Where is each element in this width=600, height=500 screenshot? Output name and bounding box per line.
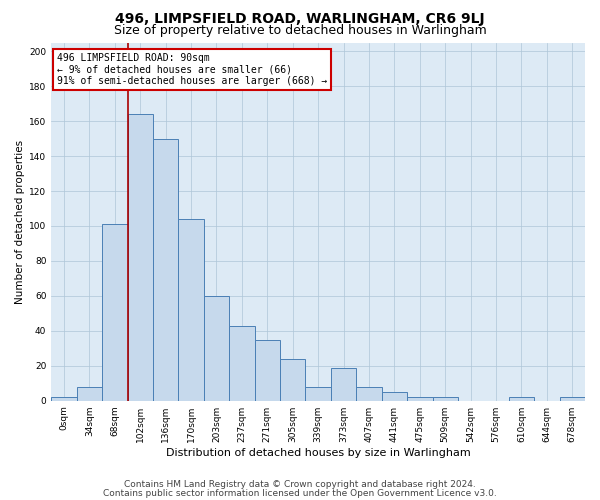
Bar bbox=[560, 397, 585, 400]
Bar bbox=[77, 386, 102, 400]
Bar bbox=[204, 296, 229, 401]
Bar bbox=[407, 397, 433, 400]
X-axis label: Distribution of detached houses by size in Warlingham: Distribution of detached houses by size … bbox=[166, 448, 470, 458]
Bar bbox=[254, 340, 280, 400]
Bar bbox=[153, 138, 178, 400]
Bar bbox=[305, 386, 331, 400]
Bar bbox=[229, 326, 254, 400]
Bar bbox=[356, 386, 382, 400]
Bar bbox=[128, 114, 153, 401]
Text: Contains public sector information licensed under the Open Government Licence v3: Contains public sector information licen… bbox=[103, 488, 497, 498]
Y-axis label: Number of detached properties: Number of detached properties bbox=[15, 140, 25, 304]
Bar bbox=[102, 224, 128, 400]
Bar bbox=[509, 397, 534, 400]
Bar bbox=[331, 368, 356, 400]
Bar bbox=[382, 392, 407, 400]
Text: 496, LIMPSFIELD ROAD, WARLINGHAM, CR6 9LJ: 496, LIMPSFIELD ROAD, WARLINGHAM, CR6 9L… bbox=[115, 12, 485, 26]
Text: Contains HM Land Registry data © Crown copyright and database right 2024.: Contains HM Land Registry data © Crown c… bbox=[124, 480, 476, 489]
Bar bbox=[280, 359, 305, 401]
Text: Size of property relative to detached houses in Warlingham: Size of property relative to detached ho… bbox=[113, 24, 487, 37]
Text: 496 LIMPSFIELD ROAD: 90sqm
← 9% of detached houses are smaller (66)
91% of semi-: 496 LIMPSFIELD ROAD: 90sqm ← 9% of detac… bbox=[56, 53, 327, 86]
Bar bbox=[51, 397, 77, 400]
Bar bbox=[433, 397, 458, 400]
Bar bbox=[178, 219, 204, 400]
